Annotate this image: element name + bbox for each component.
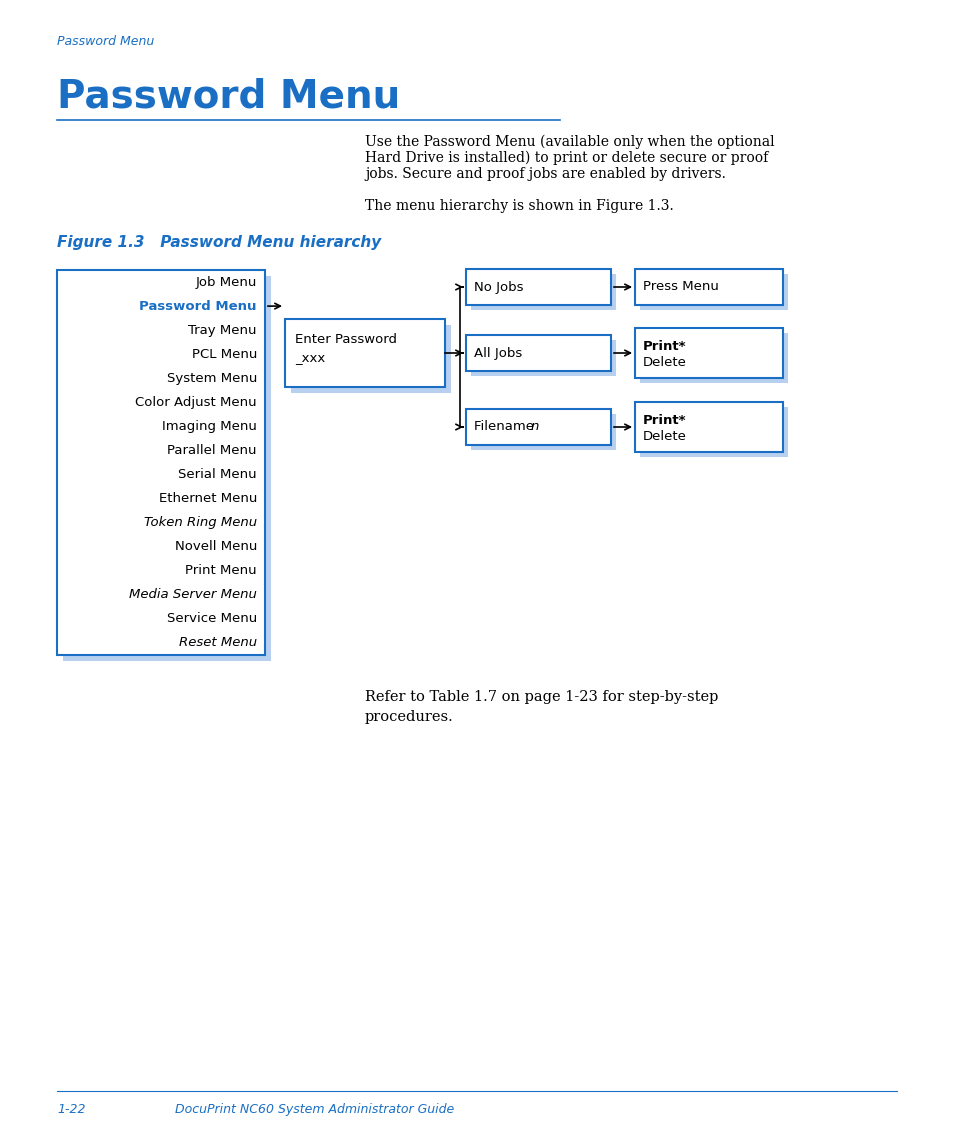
Text: Use the Password Menu (available only when the optional: Use the Password Menu (available only wh… bbox=[365, 135, 774, 149]
Text: All Jobs: All Jobs bbox=[474, 347, 521, 360]
Bar bbox=[465, 335, 610, 371]
Bar bbox=[63, 276, 271, 661]
Text: procedures.: procedures. bbox=[365, 710, 454, 724]
Text: DocuPrint NC60 System Administrator Guide: DocuPrint NC60 System Administrator Guid… bbox=[174, 1103, 454, 1116]
Text: Color Adjust Menu: Color Adjust Menu bbox=[135, 396, 256, 409]
Text: Filename: Filename bbox=[474, 420, 537, 434]
Text: Delete: Delete bbox=[642, 356, 686, 369]
Text: Media Server Menu: Media Server Menu bbox=[129, 589, 256, 601]
Text: Hard Drive is installed) to print or delete secure or proof: Hard Drive is installed) to print or del… bbox=[365, 151, 767, 165]
Bar bbox=[639, 333, 787, 382]
Text: Password Menu: Password Menu bbox=[139, 300, 256, 313]
Text: Refer to Table 1.7 on page 1-23 for step-by-step: Refer to Table 1.7 on page 1-23 for step… bbox=[365, 690, 718, 704]
Text: Imaging Menu: Imaging Menu bbox=[162, 420, 256, 433]
Text: Delete: Delete bbox=[642, 431, 686, 443]
Text: The menu hierarchy is shown in Figure 1.3.: The menu hierarchy is shown in Figure 1.… bbox=[365, 199, 673, 213]
Text: n: n bbox=[531, 420, 538, 434]
Text: PCL Menu: PCL Menu bbox=[192, 348, 256, 361]
Text: Print*: Print* bbox=[642, 414, 686, 427]
Bar bbox=[639, 274, 787, 310]
Bar bbox=[635, 327, 782, 378]
Text: _xxx: _xxx bbox=[294, 352, 325, 364]
Text: Job Menu: Job Menu bbox=[195, 276, 256, 289]
Text: Reset Menu: Reset Menu bbox=[178, 637, 256, 649]
Text: Parallel Menu: Parallel Menu bbox=[168, 444, 256, 457]
Text: System Menu: System Menu bbox=[167, 372, 256, 385]
Text: Serial Menu: Serial Menu bbox=[178, 468, 256, 481]
Text: Print*: Print* bbox=[642, 340, 686, 353]
Text: Ethernet Menu: Ethernet Menu bbox=[158, 492, 256, 505]
Bar bbox=[635, 402, 782, 452]
Text: Press Menu: Press Menu bbox=[642, 281, 719, 293]
Bar bbox=[465, 409, 610, 445]
Text: Password Menu: Password Menu bbox=[57, 35, 154, 48]
Bar bbox=[471, 414, 616, 450]
Text: Print Menu: Print Menu bbox=[185, 564, 256, 577]
Bar bbox=[57, 270, 265, 655]
Bar bbox=[471, 274, 616, 310]
Bar bbox=[465, 269, 610, 305]
Text: Enter Password: Enter Password bbox=[294, 333, 396, 346]
Text: No Jobs: No Jobs bbox=[474, 281, 523, 293]
Text: jobs. Secure and proof jobs are enabled by drivers.: jobs. Secure and proof jobs are enabled … bbox=[365, 167, 725, 181]
Text: 1-22: 1-22 bbox=[57, 1103, 86, 1116]
Bar bbox=[639, 406, 787, 457]
Text: Tray Menu: Tray Menu bbox=[189, 324, 256, 337]
Bar bbox=[285, 319, 444, 387]
Text: Figure 1.3   Password Menu hierarchy: Figure 1.3 Password Menu hierarchy bbox=[57, 235, 381, 250]
Bar bbox=[635, 269, 782, 305]
Text: Service Menu: Service Menu bbox=[167, 613, 256, 625]
Text: Password Menu: Password Menu bbox=[57, 77, 400, 114]
Bar bbox=[471, 340, 616, 376]
Bar bbox=[291, 325, 451, 393]
Text: Token Ring Menu: Token Ring Menu bbox=[144, 516, 256, 529]
Text: Novell Menu: Novell Menu bbox=[174, 540, 256, 553]
